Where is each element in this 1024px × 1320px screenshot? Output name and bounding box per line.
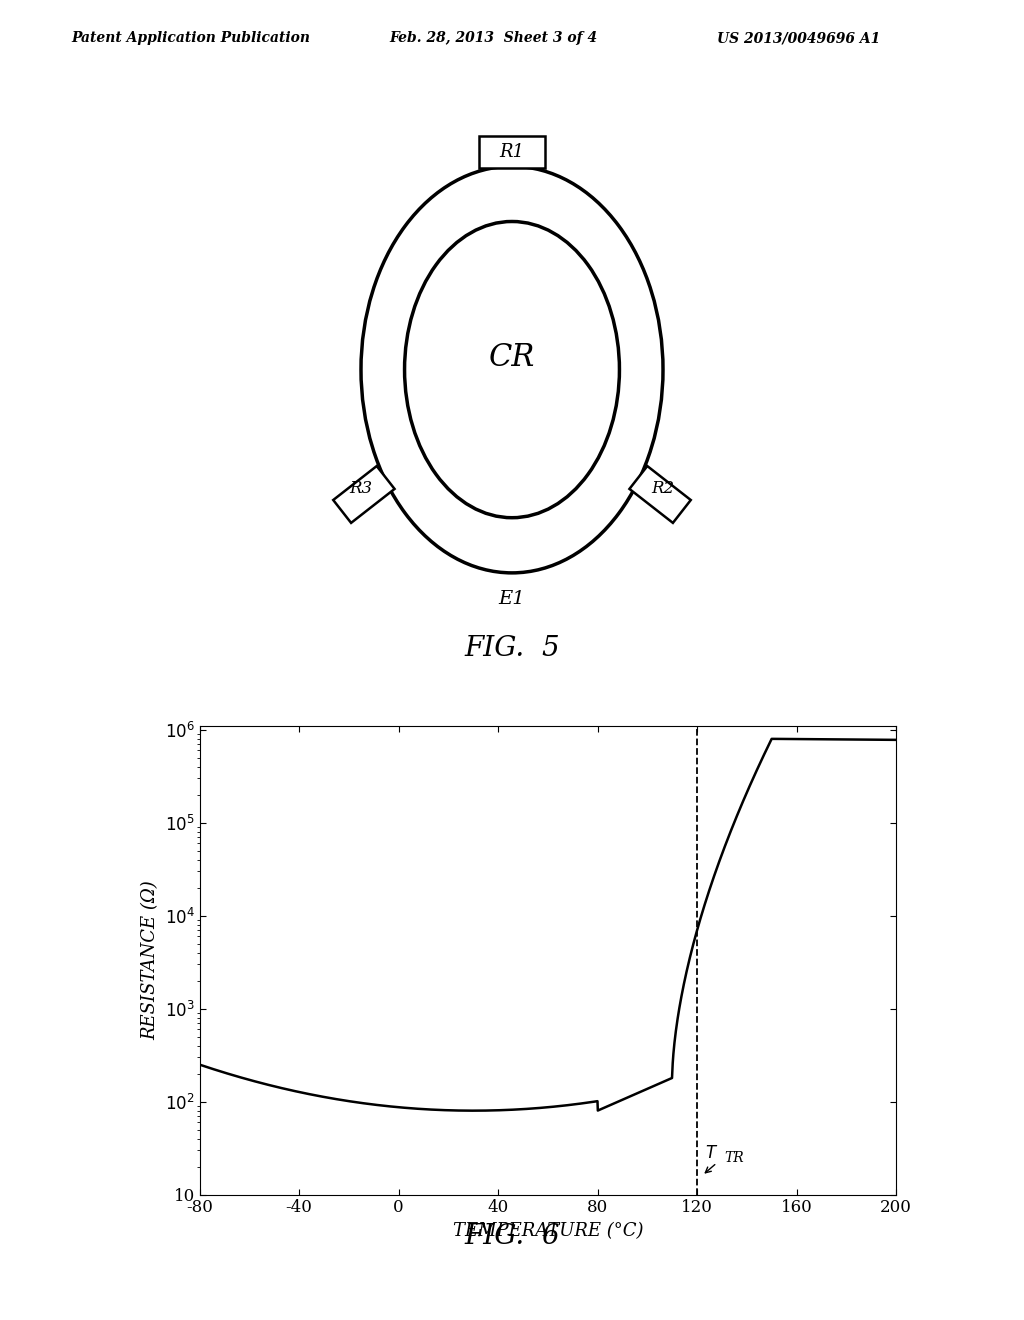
Text: TR: TR (724, 1151, 744, 1164)
Text: R1: R1 (500, 143, 524, 161)
Bar (478, 136, 546, 168)
X-axis label: TEMPERATURE (°C): TEMPERATURE (°C) (453, 1222, 643, 1239)
Text: CR: CR (488, 342, 536, 374)
Text: R2: R2 (651, 480, 675, 498)
Text: Patent Application Publication: Patent Application Publication (72, 32, 310, 45)
Bar (333, 466, 394, 523)
Text: FIG.  5: FIG. 5 (464, 635, 560, 661)
Text: Feb. 28, 2013  Sheet 3 of 4: Feb. 28, 2013 Sheet 3 of 4 (389, 32, 597, 45)
Bar (630, 466, 691, 523)
Text: R3: R3 (349, 480, 373, 498)
Text: FIG.  6: FIG. 6 (464, 1224, 560, 1250)
Text: E1: E1 (499, 590, 525, 609)
Text: US 2013/0049696 A1: US 2013/0049696 A1 (717, 32, 880, 45)
Y-axis label: RESISTANCE (Ω): RESISTANCE (Ω) (141, 880, 160, 1040)
Text: $T$: $T$ (705, 1144, 718, 1162)
